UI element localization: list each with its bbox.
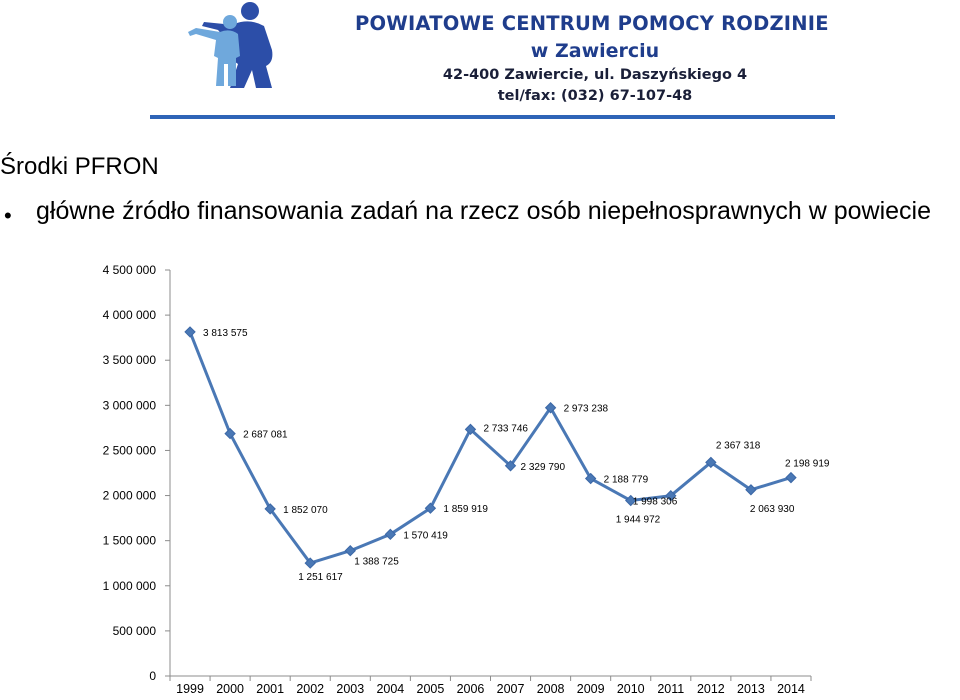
line-chart: 0 500 000 1 000 000 1 500 000 2 000 000 2 500… [103,263,830,696]
data-label: 2 329 790 [521,462,566,473]
x-tick-label: 2001 [256,682,284,696]
series-line [188,331,792,565]
data-point-marker [264,503,276,515]
bullet-text: główne źródło finansowania zadań na rzec… [36,197,931,225]
adult-and-child-silhouette-icon [188,2,273,88]
y-tick-label: 4 500 000 [103,263,157,277]
data-label: 1 251 617 [298,572,343,583]
data-point-marker [304,557,316,569]
x-tick-label: 2005 [417,682,445,696]
data-point-marker [504,460,517,472]
x-tick-label: 2014 [777,682,805,696]
data-point-marker [224,427,236,440]
data-label: 1 944 972 [616,515,661,526]
data-label: 1 388 725 [354,557,399,568]
x-tick-label: 2000 [216,682,244,696]
data-label: 2 063 930 [750,504,795,515]
slide-title: Środki PFRON [0,153,159,180]
y-tick-label: 3 000 000 [103,398,157,412]
x-tick-label: 2004 [376,682,404,696]
data-label: 2 367 318 [716,440,761,451]
data-label: 2 198 919 [785,459,830,470]
x-tick-label: 2007 [497,682,525,696]
data-point-marker [745,484,757,496]
org-city: w Zawierciu [530,40,660,62]
data-point-marker [625,494,637,507]
x-tick-label: 1999 [176,682,204,696]
header-banner: POWIATOWE CENTRUM POMOCY RODZINIE w Zawi… [150,0,835,122]
data-label: 1 852 070 [283,505,328,516]
bullet-icon: • [4,203,12,228]
y-tick-label: 1 000 000 [103,579,157,593]
data-point-marker [584,472,597,485]
data-label: 1 859 919 [443,504,488,515]
data-label: 2 188 779 [604,475,649,486]
data-point-marker [705,456,717,469]
data-label: 3 813 575 [203,328,248,339]
y-tick-label: 3 500 000 [103,353,157,367]
data-point-marker [464,423,477,436]
y-tick-label: 2 000 000 [103,489,157,503]
x-tick-label: 2008 [537,682,565,696]
y-tick-label: 4 000 000 [103,308,157,322]
org-name: POWIATOWE CENTRUM POMOCY RODZINIE [355,12,829,35]
data-point-marker [184,326,196,338]
header-divider [150,115,835,119]
data-point-marker [785,471,797,484]
y-tick-label: 500 000 [113,624,157,638]
x-tick-label: 2012 [697,682,725,696]
y-tick-label: 0 [149,669,156,683]
x-tick-label: 2009 [577,682,605,696]
data-label: 2 687 081 [243,430,288,441]
x-tick-label: 2013 [737,682,765,696]
org-phone: tel/fax: (032) 67-107-48 [497,88,693,104]
data-label: 1 570 419 [403,530,448,541]
y-tick-label: 1 500 000 [103,534,157,548]
y-tick-label: 2 500 000 [103,443,157,457]
data-point-marker [424,502,437,514]
data-label: 2 733 746 [483,423,528,434]
x-tick-label: 2010 [617,682,645,696]
data-point-marker [544,402,557,414]
data-point-marker [384,528,397,541]
data-label: 1 998 306 [633,497,678,508]
x-tick-label: 2011 [657,682,684,696]
data-label: 2 973 238 [564,404,609,415]
x-tick-label: 2003 [336,682,364,696]
data-point-marker [665,490,677,502]
org-address: 42-400 Zawiercie, ul. Daszyńskiego 4 [442,67,748,83]
x-tick-label: 2006 [457,682,485,696]
data-point-marker [344,544,356,557]
x-tick-label: 2002 [296,682,324,696]
